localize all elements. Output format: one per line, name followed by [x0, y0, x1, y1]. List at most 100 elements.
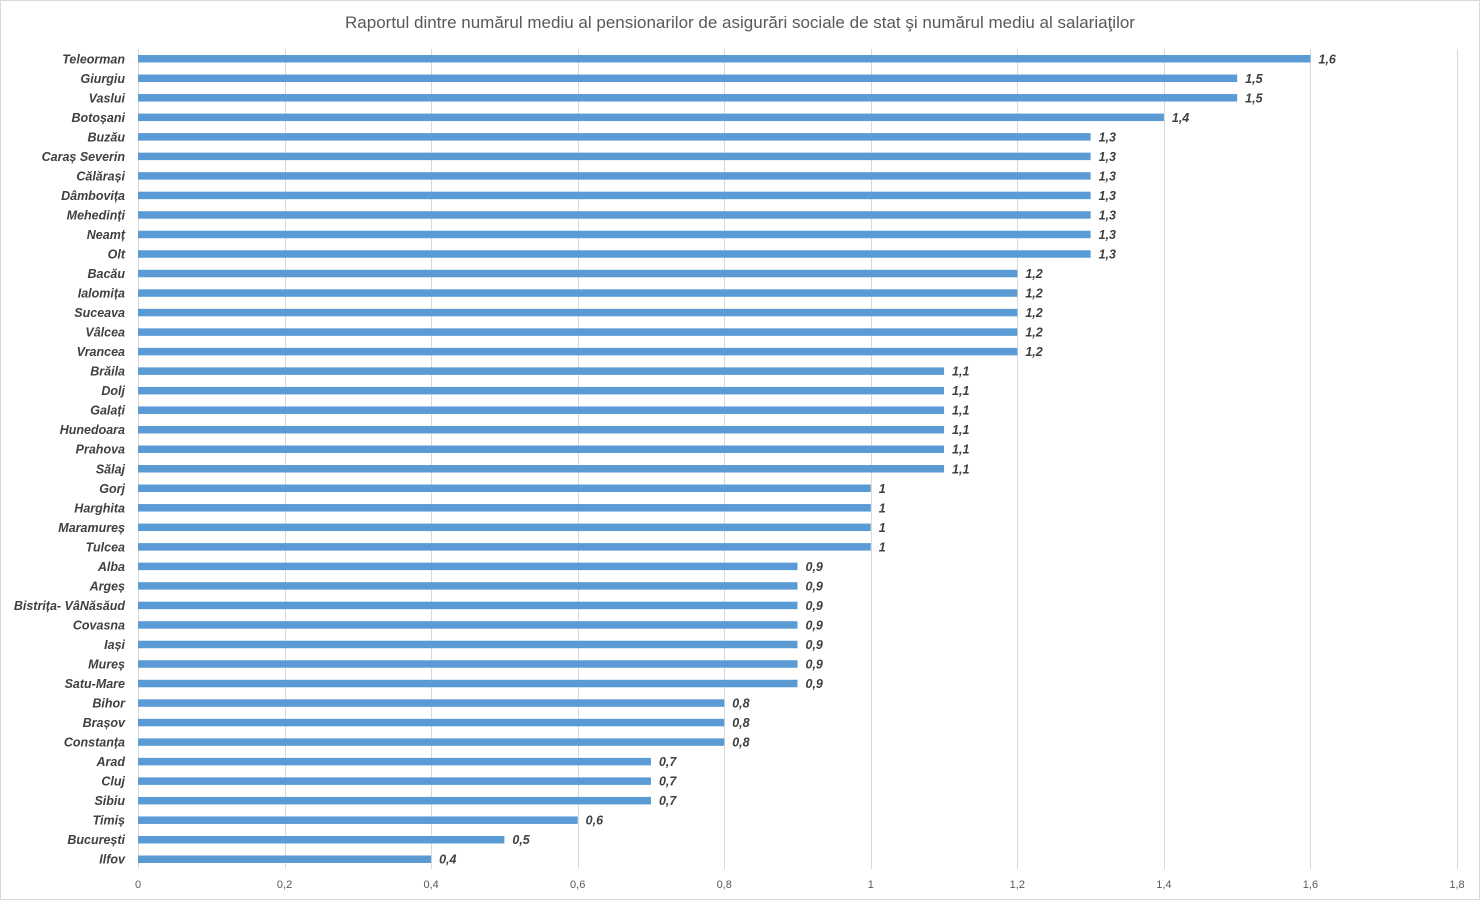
- data-label: 0,9: [806, 677, 823, 691]
- data-label: 1,3: [1099, 248, 1116, 262]
- data-label: 0,7: [659, 775, 677, 789]
- data-label: 1,1: [952, 384, 969, 398]
- bar: [138, 191, 1091, 200]
- category-label: Mehedinți: [67, 208, 126, 222]
- category-label: Timiș: [93, 814, 125, 828]
- category-label: Brăila: [90, 365, 125, 379]
- data-label: 0,9: [806, 579, 823, 593]
- x-tick-label: 1,8: [1449, 879, 1464, 891]
- x-tick-label: 0: [135, 879, 141, 891]
- data-label: 0,9: [806, 560, 823, 574]
- data-label: 0,8: [732, 716, 749, 730]
- data-label: 1,3: [1099, 150, 1116, 164]
- x-tick-label: 0,8: [717, 879, 732, 891]
- x-tick-label: 0,4: [423, 879, 438, 891]
- x-tick-label: 1,6: [1303, 879, 1318, 891]
- bar: [138, 74, 1238, 83]
- data-label: 1,3: [1099, 208, 1116, 222]
- bar: [138, 347, 1018, 356]
- bars: [138, 55, 1311, 863]
- bar: [138, 660, 798, 668]
- category-label: Giurgiu: [81, 72, 126, 86]
- data-label: 1,1: [952, 423, 969, 437]
- bar: [138, 855, 432, 863]
- bar: [138, 640, 798, 649]
- data-label: 1,4: [1172, 111, 1189, 125]
- data-label: 1,3: [1099, 189, 1116, 203]
- bar: [138, 113, 1164, 122]
- bar: [138, 484, 871, 493]
- bar: [138, 308, 1018, 317]
- data-label: 1,3: [1099, 169, 1116, 183]
- bar: [138, 523, 871, 532]
- category-label: Hunedoara: [60, 423, 125, 437]
- category-label: Constanța: [64, 736, 125, 750]
- data-label: 0,9: [806, 599, 823, 613]
- category-label: Vâlcea: [85, 326, 125, 340]
- bar: [138, 406, 945, 414]
- bar: [138, 835, 505, 844]
- x-tick-label: 0,2: [277, 879, 292, 891]
- data-label: 1: [879, 540, 886, 554]
- category-label: Maramureș: [58, 521, 125, 535]
- category-label: Buzău: [88, 130, 126, 144]
- bar: [138, 250, 1091, 258]
- category-label: Vrancea: [77, 345, 125, 359]
- bar: [138, 504, 871, 512]
- category-label: Covasna: [73, 618, 125, 632]
- category-label: Suceava: [74, 306, 125, 320]
- category-label: Galați: [90, 404, 125, 418]
- category-label: Harghita: [74, 501, 125, 515]
- category-label: Neamț: [87, 228, 126, 242]
- x-axis-tick-labels: 0 0,2 0,4 0,6 0,8 1 1,2 1,4 1,6 1,8: [135, 879, 1465, 891]
- bar: [138, 777, 651, 785]
- bar: [138, 94, 1238, 102]
- category-label: Arad: [96, 755, 126, 769]
- bar: [138, 55, 1311, 63]
- data-label: 1,5: [1245, 91, 1263, 105]
- bar: [138, 796, 651, 805]
- category-label: Dâmbovița: [61, 189, 125, 203]
- data-label: 1,2: [1025, 306, 1042, 320]
- data-label: 1,3: [1099, 228, 1116, 242]
- data-label: 1,2: [1025, 267, 1042, 281]
- bar: [138, 816, 578, 824]
- bar: [138, 718, 725, 727]
- data-label: 0,8: [732, 697, 749, 711]
- data-label: 0,7: [659, 755, 677, 769]
- bar: [138, 621, 798, 629]
- category-label: Vaslui: [89, 91, 126, 105]
- bar: [138, 367, 945, 375]
- bar: [138, 152, 1091, 161]
- category-label: Ialomița: [78, 287, 125, 301]
- data-labels: 1,6 1,5 1,5 1,4 1,3 1,3 1,3 1,3 1,3 1,3 1,3 1,2 1,2 1…: [439, 52, 1337, 866]
- bar: [138, 562, 798, 571]
- data-label: 1: [879, 501, 886, 515]
- bar: [138, 386, 945, 395]
- data-label: 1: [879, 521, 886, 535]
- data-label: 0,9: [806, 618, 823, 632]
- bar: [138, 172, 1091, 180]
- data-label: 1,1: [952, 443, 969, 457]
- data-label: 1,1: [952, 462, 969, 476]
- data-label: 0,5: [512, 833, 530, 847]
- bar: [138, 465, 945, 473]
- category-label: Sălaj: [96, 462, 126, 476]
- bar: [138, 425, 945, 434]
- bar: [138, 133, 1091, 141]
- category-label: Teleorman: [62, 52, 125, 66]
- bar: [138, 699, 725, 707]
- data-label: 0,9: [806, 638, 823, 652]
- bar: [138, 445, 945, 453]
- category-label: Argeș: [89, 579, 125, 593]
- data-label: 0,7: [659, 794, 677, 808]
- category-label: Brașov: [83, 716, 126, 730]
- bar: [138, 738, 725, 746]
- bar: [138, 543, 871, 551]
- category-label: Gorj: [99, 482, 125, 496]
- data-label: 0,8: [732, 736, 749, 750]
- category-label: Alba: [97, 560, 125, 574]
- category-label: Bihor: [92, 697, 126, 711]
